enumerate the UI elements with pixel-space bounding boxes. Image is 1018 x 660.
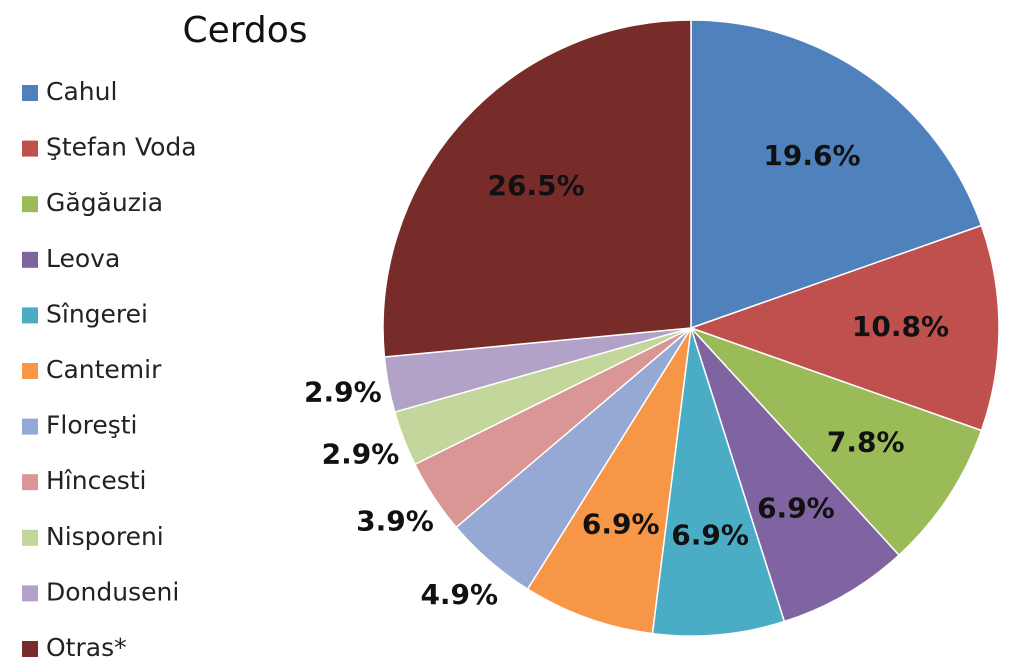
data-label: 10.8% xyxy=(852,310,949,343)
pie-slice xyxy=(688,224,1000,432)
legend-label: Cantemir xyxy=(46,355,162,384)
legend-label: Hîncesti xyxy=(46,466,147,495)
data-label: 6.9% xyxy=(582,507,660,540)
data-label: 26.5% xyxy=(488,169,585,202)
data-label: 4.9% xyxy=(420,578,498,611)
legend-label: Floreşti xyxy=(46,411,138,440)
data-label: 2.9% xyxy=(304,375,382,408)
pie-slice xyxy=(526,327,692,635)
legend-swatch xyxy=(22,363,38,379)
pie-slice xyxy=(382,19,692,358)
legend-label: Nisporeni xyxy=(46,522,164,551)
data-label: 19.6% xyxy=(763,139,860,172)
legend-label: Găgăuzia xyxy=(46,188,163,217)
legend-swatch xyxy=(22,307,38,324)
legend-swatch xyxy=(22,140,38,157)
legend-swatch xyxy=(22,529,38,546)
data-label: 6.9% xyxy=(671,519,749,552)
legend-swatch xyxy=(22,641,38,657)
legend-label: Otras* xyxy=(46,633,127,660)
legend-swatch xyxy=(22,196,38,213)
pie-slice xyxy=(690,327,983,557)
legend-swatch xyxy=(22,585,38,602)
legend-label: Ştefan Voda xyxy=(46,133,197,162)
legend-label: Cahul xyxy=(46,77,117,106)
legend-label: Leova xyxy=(46,244,120,273)
legend-swatch xyxy=(22,85,38,101)
pie-slice xyxy=(651,327,786,637)
data-label: 6.9% xyxy=(757,491,835,524)
legend-swatch xyxy=(22,418,38,435)
legend-label: Sîngerei xyxy=(46,299,148,328)
pie-slice xyxy=(690,327,901,623)
legend-swatch xyxy=(22,474,38,491)
data-label: 2.9% xyxy=(322,437,400,470)
legend-label: Donduseni xyxy=(46,577,179,606)
data-label: 3.9% xyxy=(356,504,434,537)
legend-swatch xyxy=(22,251,38,268)
data-label: 7.8% xyxy=(827,426,905,459)
chart-title: Cerdos xyxy=(182,10,307,51)
